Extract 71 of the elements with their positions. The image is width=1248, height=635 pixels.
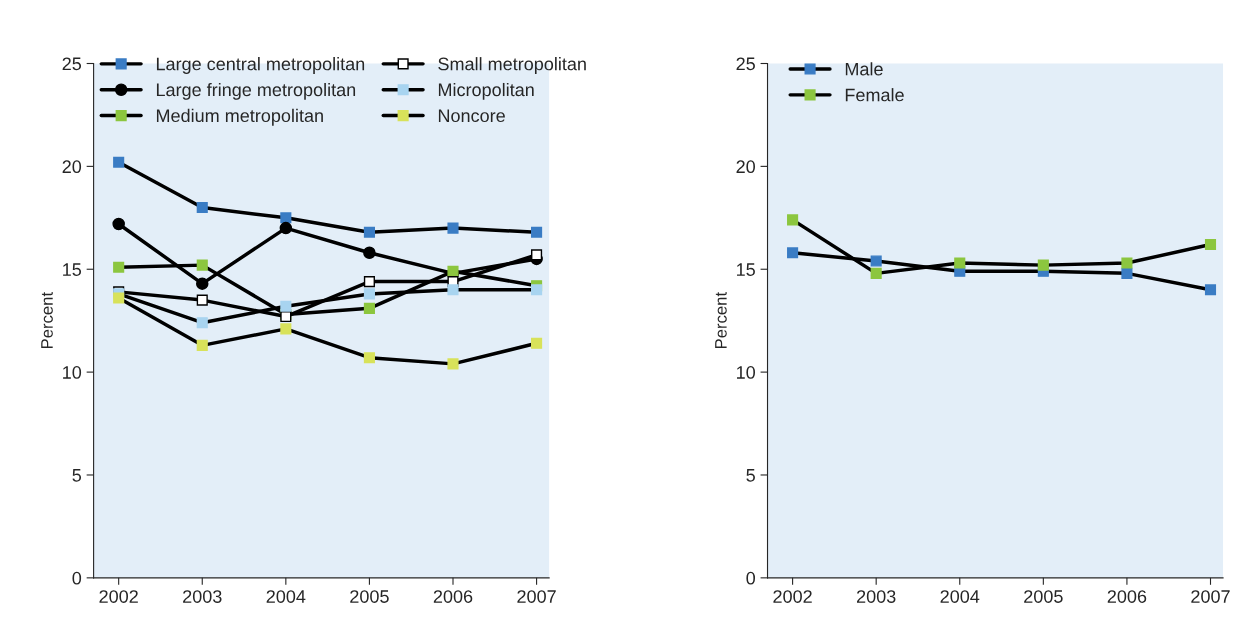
point — [1204, 284, 1217, 296]
legend-label: Male — [845, 62, 883, 76]
point — [531, 249, 543, 261]
point — [1037, 259, 1049, 271]
point — [531, 226, 543, 238]
y-tick-label: 15 — [737, 263, 755, 276]
point — [531, 337, 543, 349]
x-tick-label: 2005 — [1024, 590, 1063, 603]
point — [870, 255, 882, 267]
y-tick-label: 0 — [746, 571, 756, 585]
point — [196, 339, 208, 351]
point — [787, 247, 799, 259]
point — [113, 156, 125, 168]
x-tick-label: 2006 — [1107, 590, 1147, 603]
point — [196, 277, 209, 290]
point — [1204, 238, 1217, 251]
point — [363, 246, 376, 260]
x-tick-label: 2005 — [350, 590, 389, 603]
point — [280, 323, 292, 335]
y-tick-label: 20 — [62, 160, 82, 174]
x-tick-label: 2006 — [433, 590, 473, 603]
point — [363, 302, 375, 314]
point — [954, 257, 966, 269]
x-tick-label: 2003 — [183, 590, 222, 603]
point — [113, 261, 125, 273]
legend-label: Micropolitan — [438, 82, 534, 100]
legend-label: Noncore — [438, 109, 505, 123]
point — [196, 201, 208, 214]
point — [363, 226, 375, 238]
legend-label: Large fringe metropolitan — [156, 82, 356, 100]
point — [112, 217, 125, 231]
y-tick-label: 15 — [63, 263, 82, 276]
y-tick-label: 10 — [737, 366, 756, 379]
point — [787, 214, 799, 226]
y-tick-label: 10 — [63, 366, 82, 379]
x-tick-label: 2004 — [940, 590, 980, 603]
point — [113, 292, 125, 304]
y-axis-title: Percent — [715, 292, 727, 349]
point — [363, 276, 375, 288]
y-tick-label: 5 — [746, 469, 755, 482]
point — [447, 222, 459, 234]
x-tick-label: 2004 — [266, 590, 306, 603]
x-tick-label: 2007 — [1191, 590, 1230, 603]
point — [280, 212, 292, 224]
point — [363, 352, 375, 364]
point — [870, 267, 882, 279]
point — [447, 284, 459, 296]
y-tick-label: 25 — [736, 57, 755, 71]
y-tick-label: 0 — [72, 571, 82, 585]
point — [531, 284, 543, 296]
legend-label: Large central metropolitan — [156, 57, 365, 74]
y-axis-title: Percent — [41, 292, 53, 349]
y-tick-label: 5 — [72, 469, 82, 482]
point — [447, 358, 459, 370]
x-tick-label: 2002 — [99, 590, 138, 603]
point — [1121, 267, 1133, 279]
point — [196, 317, 208, 329]
x-tick-label: 2007 — [517, 590, 556, 603]
y-tick-label: 25 — [62, 57, 82, 71]
x-tick-label: 2002 — [773, 590, 812, 603]
point — [196, 294, 208, 306]
legend-label: Medium metropolitan — [156, 108, 323, 126]
legend-label: Small metropolitan — [438, 57, 586, 74]
point — [1121, 257, 1133, 269]
point — [280, 300, 292, 312]
point — [196, 259, 208, 271]
legend-label: Female — [845, 88, 904, 102]
point — [363, 288, 375, 300]
y-tick-label: 20 — [736, 160, 756, 174]
x-tick-label: 2003 — [857, 590, 896, 603]
point — [279, 221, 293, 235]
